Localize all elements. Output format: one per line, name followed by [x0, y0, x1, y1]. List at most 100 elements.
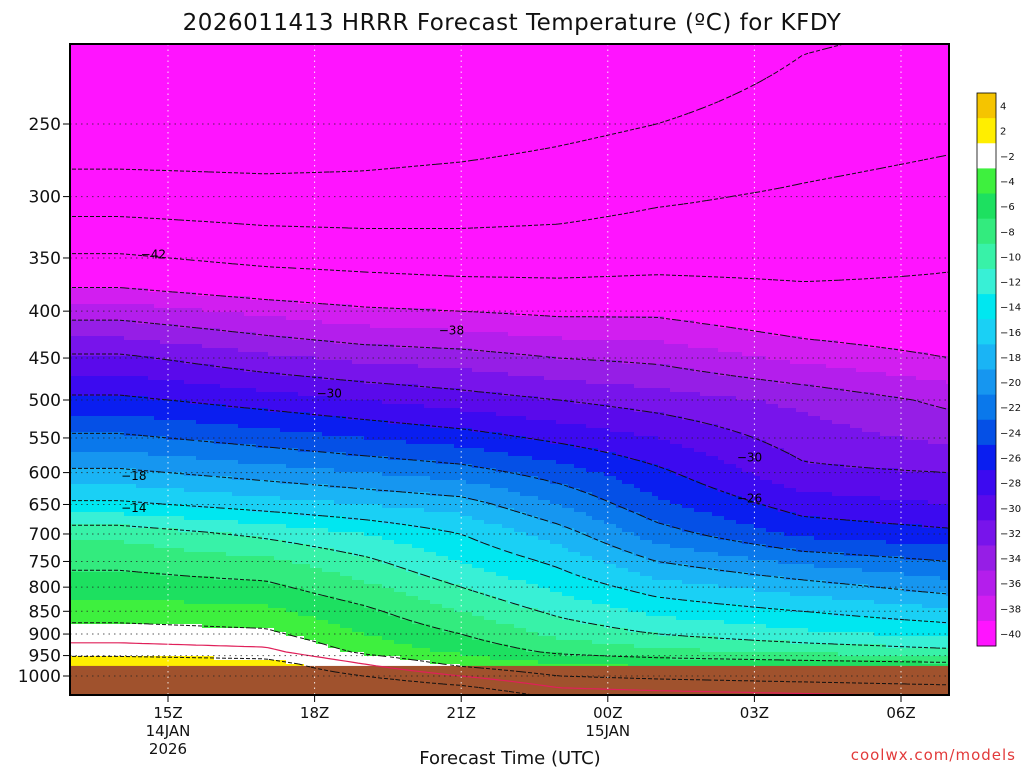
- field-cell: [550, 120, 557, 125]
- field-cell: [274, 152, 281, 157]
- field-cell: [910, 92, 917, 97]
- field-cell: [796, 172, 803, 177]
- field-cell: [376, 96, 383, 101]
- field-cell: [772, 168, 779, 173]
- field-cell: [118, 156, 125, 161]
- field-cell: [178, 76, 185, 81]
- field-cell: [418, 108, 425, 113]
- field-cell: [916, 68, 923, 73]
- field-cell: [472, 68, 479, 73]
- field-cell: [892, 136, 899, 141]
- field-cell: [742, 148, 749, 153]
- field-cell: [442, 108, 449, 113]
- field-cell: [484, 168, 491, 173]
- field-cell: [616, 52, 623, 57]
- field-cell: [694, 112, 701, 117]
- field-cell: [352, 104, 359, 109]
- field-cell: [370, 124, 377, 129]
- field-cell: [640, 100, 647, 105]
- field-cell: [778, 160, 785, 165]
- field-cell: [412, 152, 419, 157]
- field-cell: [784, 152, 791, 157]
- field-cell: [394, 60, 401, 65]
- field-cell: [490, 88, 497, 93]
- field-cell: [466, 172, 473, 177]
- field-cell: [802, 136, 809, 141]
- field-cell: [514, 176, 521, 181]
- field-cell: [388, 140, 395, 145]
- field-cell: [340, 112, 347, 117]
- field-cell: [160, 64, 167, 69]
- field-cell: [862, 116, 869, 121]
- field-cell: [214, 148, 221, 153]
- field-cell: [562, 76, 569, 81]
- field-cell: [634, 68, 641, 73]
- field-cell: [136, 176, 143, 181]
- field-cell: [886, 124, 893, 129]
- field-cell: [634, 100, 641, 105]
- field-cell: [352, 60, 359, 65]
- field-cell: [868, 60, 875, 65]
- field-cell: [160, 80, 167, 85]
- field-cell: [688, 160, 695, 165]
- field-cell: [826, 72, 833, 77]
- field-cell: [430, 108, 437, 113]
- field-cell: [256, 60, 263, 65]
- field-cell: [292, 92, 299, 97]
- field-cell: [574, 68, 581, 73]
- field-cell: [334, 84, 341, 89]
- field-cell: [298, 60, 305, 65]
- field-cell: [190, 72, 197, 77]
- field-cell: [724, 172, 731, 177]
- field-cell: [508, 76, 515, 81]
- field-cell: [292, 116, 299, 121]
- field-cell: [880, 132, 887, 137]
- field-cell: [772, 112, 779, 117]
- field-cell: [928, 56, 935, 61]
- field-cell: [112, 48, 119, 53]
- field-cell: [574, 80, 581, 85]
- field-cell: [118, 104, 125, 109]
- field-cell: [568, 104, 575, 109]
- field-cell: [520, 76, 527, 81]
- field-cell: [532, 48, 539, 53]
- field-cell: [886, 88, 893, 93]
- field-cell: [346, 100, 353, 105]
- field-cell: [904, 124, 911, 129]
- field-cell: [490, 96, 497, 101]
- field-cell: [196, 100, 203, 105]
- field-cell: [454, 140, 461, 145]
- field-cell: [262, 116, 269, 121]
- field-cell: [892, 176, 899, 181]
- field-cell: [238, 92, 245, 97]
- field-cell: [598, 48, 605, 53]
- field-cell: [394, 136, 401, 141]
- field-cell: [382, 64, 389, 69]
- field-cell: [580, 100, 587, 105]
- field-cell: [904, 140, 911, 145]
- field-cell: [748, 172, 755, 177]
- field-cell: [886, 120, 893, 125]
- field-cell: [670, 68, 677, 73]
- field-cell: [622, 136, 629, 141]
- field-cell: [598, 84, 605, 89]
- field-cell: [796, 76, 803, 81]
- field-cell: [778, 88, 785, 93]
- field-cell: [670, 156, 677, 161]
- field-cell: [220, 96, 227, 101]
- field-cell: [646, 136, 653, 141]
- field-cell: [490, 124, 497, 129]
- field-cell: [796, 164, 803, 169]
- field-cell: [640, 68, 647, 73]
- field-cell: [784, 148, 791, 153]
- field-cell: [436, 92, 443, 97]
- field-cell: [370, 140, 377, 145]
- field-cell: [256, 164, 263, 169]
- field-cell: [802, 68, 809, 73]
- field-cell: [106, 72, 113, 77]
- field-cell: [454, 176, 461, 181]
- field-cell: [256, 72, 263, 77]
- field-cell: [646, 176, 653, 181]
- field-cell: [802, 156, 809, 161]
- field-cell: [478, 68, 485, 73]
